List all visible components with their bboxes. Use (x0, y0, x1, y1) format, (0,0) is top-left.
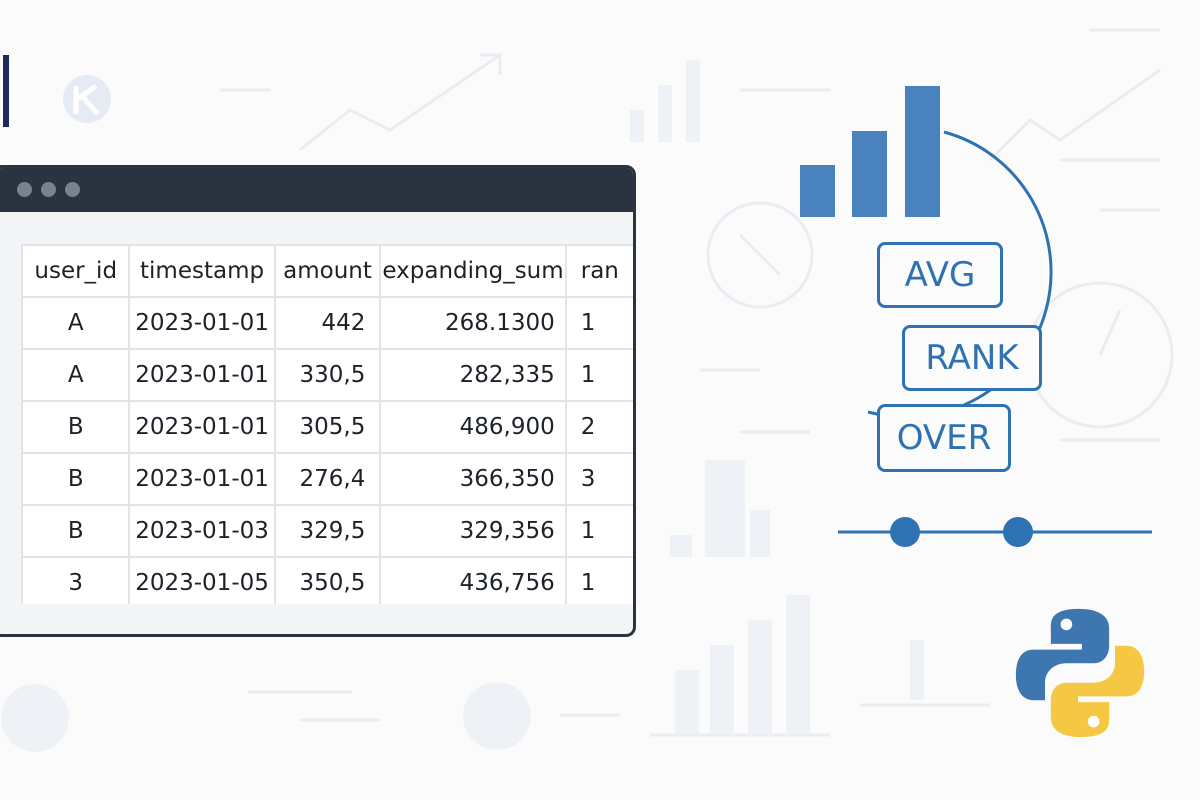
cell-user-id: A (21, 296, 131, 350)
data-table: user_id timestamp amount expanding_sum r… (21, 244, 633, 604)
cell-rank: 1 (564, 296, 633, 350)
cell-expanding-sum: 282,335 (379, 348, 567, 402)
table-row: B 2023-01-01 305,5 486,900 2 (21, 400, 633, 454)
cell-user-id: B (21, 504, 131, 558)
cell-timestamp: 2023-01-01 (128, 452, 276, 506)
cell-timestamp: 2023-01-01 (128, 348, 276, 402)
python-logo-icon (1015, 608, 1145, 738)
cell-rank: 1 (564, 504, 633, 558)
cell-user-id: B (21, 400, 131, 454)
data-table-container: user_id timestamp amount expanding_sum r… (21, 244, 633, 604)
cell-user-id: 3 (21, 556, 131, 604)
window-dot-icon[interactable] (41, 182, 56, 197)
cell-amount: 276,4 (273, 452, 382, 506)
table-row: B 2023-01-01 276,4 366,350 3 (21, 452, 633, 506)
cell-timestamp: 2023-01-01 (128, 400, 276, 454)
cell-timestamp: 2023-01-01 (128, 296, 276, 350)
cell-amount: 305,5 (273, 400, 382, 454)
cell-expanding-sum: 366,350 (379, 452, 567, 506)
window-dot-icon[interactable] (17, 182, 32, 197)
cell-rank: 3 (564, 452, 633, 506)
accent-bar (3, 55, 9, 127)
keyword-over-badge: OVER (877, 404, 1011, 472)
cell-amount: 442 (273, 296, 382, 350)
column-header-expanding-sum: expanding_sum (379, 244, 567, 298)
cell-expanding-sum: 268.1300 (379, 296, 567, 350)
cell-user-id: B (21, 452, 131, 506)
keyword-rank-badge: RANK (902, 325, 1042, 391)
column-header-timestamp: timestamp (128, 244, 276, 298)
table-row: B 2023-01-03 329,5 329,356 1 (21, 504, 633, 558)
table-row: A 2023-01-01 330,5 282,335 1 (21, 348, 633, 402)
window-dot-icon[interactable] (65, 182, 80, 197)
logo-icon (63, 75, 111, 123)
column-header-user-id: user_id (21, 244, 131, 298)
cell-rank: 1 (564, 556, 633, 604)
table-window: user_id timestamp amount expanding_sum r… (0, 165, 636, 637)
window-titlebar (0, 168, 633, 212)
cell-amount: 350,5 (273, 556, 382, 604)
cell-rank: 1 (564, 348, 633, 402)
column-header-rank: ran (564, 244, 633, 298)
cell-timestamp: 2023-01-05 (128, 556, 276, 604)
cell-expanding-sum: 486,900 (379, 400, 567, 454)
table-row: A 2023-01-01 442 268.1300 1 (21, 296, 633, 350)
cell-rank: 2 (564, 400, 633, 454)
cell-timestamp: 2023-01-03 (128, 504, 276, 558)
cell-expanding-sum: 436,756 (379, 556, 567, 604)
keyword-avg-badge: AVG (877, 242, 1003, 308)
cell-amount: 329,5 (273, 504, 382, 558)
table-header-row: user_id timestamp amount expanding_sum r… (21, 244, 633, 298)
cell-amount: 330,5 (273, 348, 382, 402)
cell-user-id: A (21, 348, 131, 402)
column-header-amount: amount (273, 244, 382, 298)
cell-expanding-sum: 329,356 (379, 504, 567, 558)
table-row: 3 2023-01-05 350,5 436,756 1 (21, 556, 633, 604)
